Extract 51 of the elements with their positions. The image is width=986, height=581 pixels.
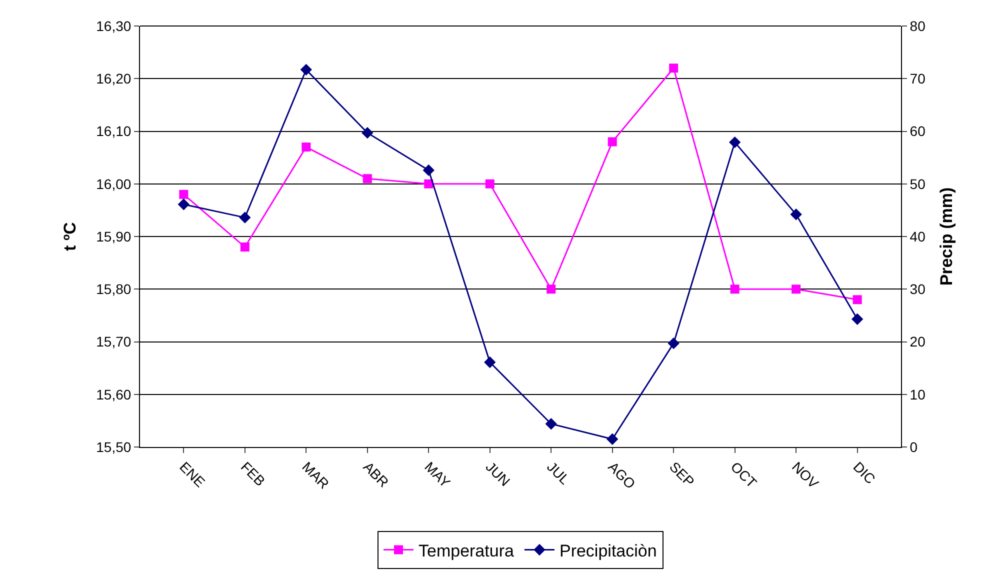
y-tick-label: 15,80 xyxy=(96,281,132,298)
point xyxy=(179,190,188,199)
point xyxy=(485,179,494,188)
y2-tick-label: 50 xyxy=(910,176,926,192)
point xyxy=(851,313,864,325)
legend-label: Temperatura xyxy=(418,541,514,560)
y-tick-label: 16,30 xyxy=(96,18,132,34)
y2-tick-label: 0 xyxy=(910,438,918,455)
legend-label: Precipitaciòn xyxy=(559,541,657,560)
point xyxy=(424,179,434,188)
y2-tick-label: 10 xyxy=(910,386,926,402)
point xyxy=(545,418,557,430)
point xyxy=(730,284,740,294)
y-tick-label: 15,50 xyxy=(96,438,132,455)
point xyxy=(669,64,678,73)
y2-tick-label: 80 xyxy=(910,18,926,34)
x-tick-label: DIC xyxy=(850,458,879,487)
y2-tick-label: 30 xyxy=(910,281,926,298)
point xyxy=(728,136,741,148)
x-tick-label: SEP xyxy=(666,458,698,490)
point xyxy=(240,242,250,252)
point xyxy=(422,164,434,176)
y-tick-label: 16,00 xyxy=(96,176,132,192)
y-axis-title: t ºC xyxy=(60,222,80,251)
point xyxy=(790,208,802,220)
point xyxy=(484,356,496,368)
point xyxy=(546,284,556,294)
point xyxy=(178,198,190,210)
x-tick-label: OCT xyxy=(728,458,760,492)
point xyxy=(362,126,374,139)
y2-tick-label: 20 xyxy=(910,334,926,350)
y-tick-label: 15,90 xyxy=(96,228,132,244)
y-tick-label: 16,20 xyxy=(96,70,132,87)
point xyxy=(606,433,618,445)
point xyxy=(852,295,862,304)
y-tick-label: 16,10 xyxy=(96,123,132,140)
y2-axis-title: Precip (mm) xyxy=(936,187,956,286)
y2-tick-label: 70 xyxy=(910,70,926,87)
y-tick-label: 15,70 xyxy=(96,334,132,350)
point xyxy=(302,142,311,152)
x-tick-label: JUN xyxy=(482,458,514,490)
point xyxy=(362,174,372,184)
y2-tick-label: 60 xyxy=(910,123,926,140)
point xyxy=(608,137,617,146)
y2-tick-label: 40 xyxy=(910,228,926,244)
point xyxy=(239,212,251,224)
point xyxy=(300,64,312,76)
point xyxy=(792,284,801,294)
point xyxy=(668,337,680,350)
x-tick-label: JUL xyxy=(544,458,574,488)
y-tick-label: 15,60 xyxy=(96,386,132,402)
